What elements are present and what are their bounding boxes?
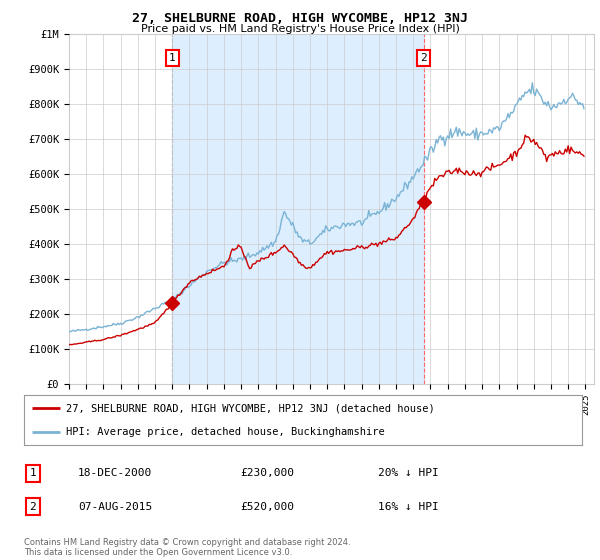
Text: 2: 2 bbox=[420, 53, 427, 63]
Text: 07-AUG-2015: 07-AUG-2015 bbox=[78, 502, 152, 512]
Text: Contains HM Land Registry data © Crown copyright and database right 2024.
This d: Contains HM Land Registry data © Crown c… bbox=[24, 538, 350, 557]
Text: HPI: Average price, detached house, Buckinghamshire: HPI: Average price, detached house, Buck… bbox=[66, 427, 385, 437]
Text: 20% ↓ HPI: 20% ↓ HPI bbox=[378, 468, 439, 478]
Text: 16% ↓ HPI: 16% ↓ HPI bbox=[378, 502, 439, 512]
Text: 2: 2 bbox=[29, 502, 37, 512]
Text: 1: 1 bbox=[169, 53, 176, 63]
Text: 27, SHELBURNE ROAD, HIGH WYCOMBE, HP12 3NJ: 27, SHELBURNE ROAD, HIGH WYCOMBE, HP12 3… bbox=[132, 12, 468, 25]
Text: Price paid vs. HM Land Registry's House Price Index (HPI): Price paid vs. HM Land Registry's House … bbox=[140, 24, 460, 34]
Text: £520,000: £520,000 bbox=[240, 502, 294, 512]
Text: 27, SHELBURNE ROAD, HIGH WYCOMBE, HP12 3NJ (detached house): 27, SHELBURNE ROAD, HIGH WYCOMBE, HP12 3… bbox=[66, 403, 434, 413]
Text: £230,000: £230,000 bbox=[240, 468, 294, 478]
Text: 18-DEC-2000: 18-DEC-2000 bbox=[78, 468, 152, 478]
Text: 1: 1 bbox=[29, 468, 37, 478]
Bar bbox=[172, 34, 424, 384]
